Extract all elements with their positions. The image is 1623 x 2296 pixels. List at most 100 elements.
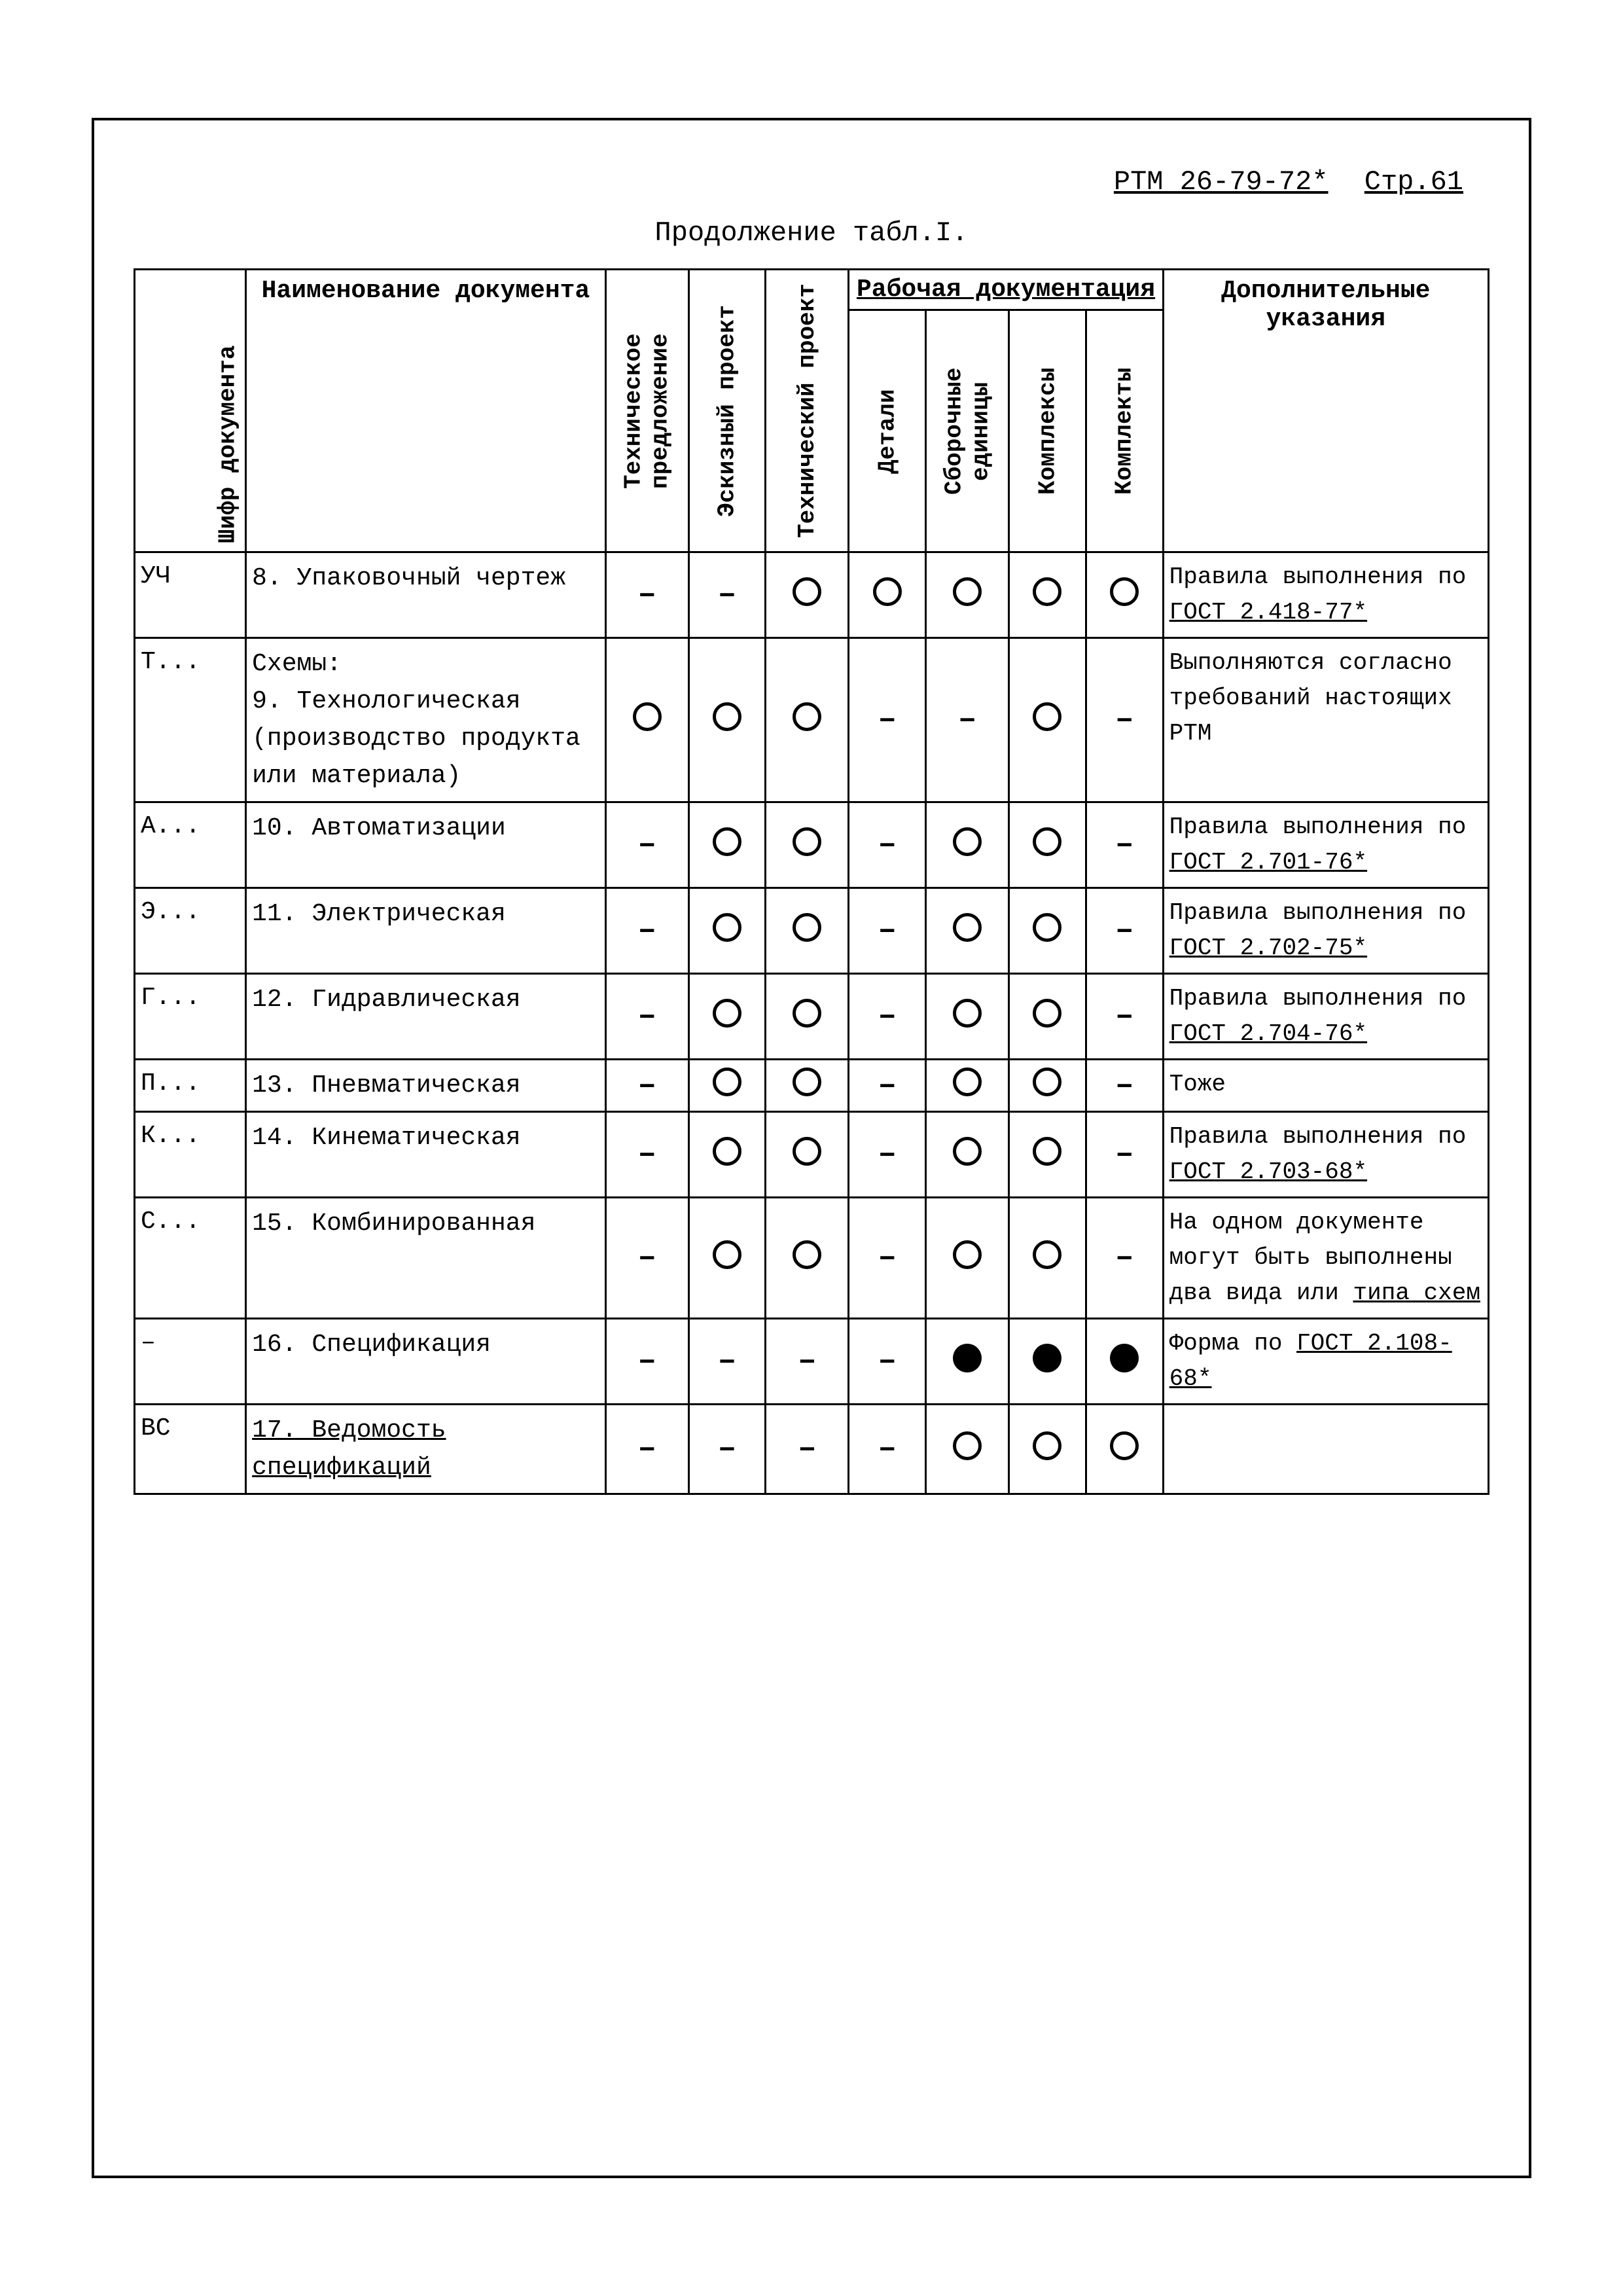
cell-symbol: – [605,1112,688,1198]
cell-symbol: – [1086,1060,1163,1112]
cell-shifr: С... [135,1198,246,1319]
col-kits: Комплекты [1086,310,1163,552]
open-circle-icon [713,827,741,856]
cell-symbol: – [605,802,688,888]
open-circle-icon [1033,702,1061,731]
cell-symbol [1086,552,1163,638]
cell-symbol [1009,552,1086,638]
dash-icon: – [878,913,897,948]
table-row: Э...11. Электрическая–––Правила выполнен… [135,888,1489,974]
open-circle-icon [953,1431,982,1460]
cell-symbol [605,638,688,802]
cell-notes: Правила выполнения по ГОСТ 2.704-76* [1163,974,1488,1060]
cell-symbol: – [849,1405,926,1494]
cell-symbol: – [849,638,926,802]
header-row-1: Шифр документа Наименование документа Те… [135,270,1489,310]
open-circle-icon [953,1067,982,1096]
col-shifr: Шифр документа [135,270,246,552]
cell-symbol [926,1319,1009,1405]
open-circle-icon [1033,577,1061,606]
cell-name: 10. Автоматизации [246,802,606,888]
cell-symbol [926,974,1009,1060]
dash-icon: – [1115,1068,1134,1103]
open-circle-icon [713,913,741,942]
cell-notes: На одном документе могут быть выполнены … [1163,1198,1488,1319]
dash-icon: – [637,913,656,948]
col-sketch-project: Эскизный проект [688,270,766,552]
open-circle-icon [793,999,821,1028]
cell-name: 8. Упаковочный чертеж [246,552,606,638]
cell-symbol: – [926,638,1009,802]
cell-notes: Выполняются согласно требований настоящи… [1163,638,1488,802]
table-row: Г...12. Гидравлическая–––Правила выполне… [135,974,1489,1060]
cell-symbol: – [766,1405,849,1494]
table-row: П...13. Пневматическая–––Тоже [135,1060,1489,1112]
cell-symbol [1009,638,1086,802]
table-row: А...10. Автоматизации–––Правила выполнен… [135,802,1489,888]
cell-symbol [926,1112,1009,1198]
dash-icon: – [878,827,897,863]
table-row: УЧ8. Упаковочный чертеж––Правила выполне… [135,552,1489,638]
cell-symbol [1009,1405,1086,1494]
filled-circle-icon [1110,1344,1139,1372]
open-circle-icon [713,1067,741,1096]
open-circle-icon [1033,1137,1061,1166]
dash-icon: – [878,999,897,1034]
cell-name: 15. Комбинированная [246,1198,606,1319]
open-circle-icon [953,1240,982,1269]
dash-icon: – [637,1240,656,1276]
cell-symbol [766,802,849,888]
dash-icon: – [798,1431,817,1467]
open-circle-icon [713,1240,741,1269]
cell-symbol [1086,1319,1163,1405]
cell-symbol: – [605,888,688,974]
cell-symbol [1086,1405,1163,1494]
dash-icon: – [878,1431,897,1467]
col-details: Детали [849,310,926,552]
cell-symbol: – [605,552,688,638]
dash-icon: – [878,1344,897,1379]
cell-symbol: – [1086,1198,1163,1319]
cell-name: 13. Пневматическая [246,1060,606,1112]
cell-symbol: – [605,1405,688,1494]
cell-symbol [1009,974,1086,1060]
cell-symbol: – [849,1198,926,1319]
open-circle-icon [953,913,982,942]
open-circle-icon [953,827,982,856]
open-circle-icon [1033,827,1061,856]
filled-circle-icon [953,1344,982,1372]
open-circle-icon [633,702,662,731]
dash-icon: – [878,1137,897,1172]
cell-symbol [926,1060,1009,1112]
cell-notes: Правила выполнения по ГОСТ 2.418-77* [1163,552,1488,638]
cell-symbol: – [688,1319,766,1405]
table-row: ВС17. Ведомость спецификаций–––– [135,1405,1489,1494]
cell-symbol: – [849,1319,926,1405]
cell-symbol [926,802,1009,888]
cell-symbol [766,552,849,638]
table-row: Т...Схемы:9. Технологическая (производст… [135,638,1489,802]
dash-icon: – [637,1344,656,1379]
open-circle-icon [953,577,982,606]
cell-name: 17. Ведомость спецификаций [246,1405,606,1494]
open-circle-icon [873,577,902,606]
open-circle-icon [793,1137,821,1166]
cell-notes: Правила выполнения по ГОСТ 2.703-68* [1163,1112,1488,1198]
cell-symbol [926,1405,1009,1494]
dash-icon: – [878,1068,897,1103]
cell-symbol: – [1086,888,1163,974]
cell-symbol [688,638,766,802]
cell-shifr: К... [135,1112,246,1198]
dash-icon: – [1115,1240,1134,1276]
cell-notes [1163,1405,1488,1494]
open-circle-icon [793,1067,821,1096]
open-circle-icon [713,999,741,1028]
cell-notes: Форма по ГОСТ 2.108-68* [1163,1319,1488,1405]
cell-symbol [1009,888,1086,974]
cell-symbol: – [766,1319,849,1405]
cell-symbol: – [1086,638,1163,802]
open-circle-icon [953,999,982,1028]
cell-symbol: – [849,802,926,888]
continuation-label: Продолжение табл.I. [134,217,1489,249]
cell-name: 11. Электрическая [246,888,606,974]
